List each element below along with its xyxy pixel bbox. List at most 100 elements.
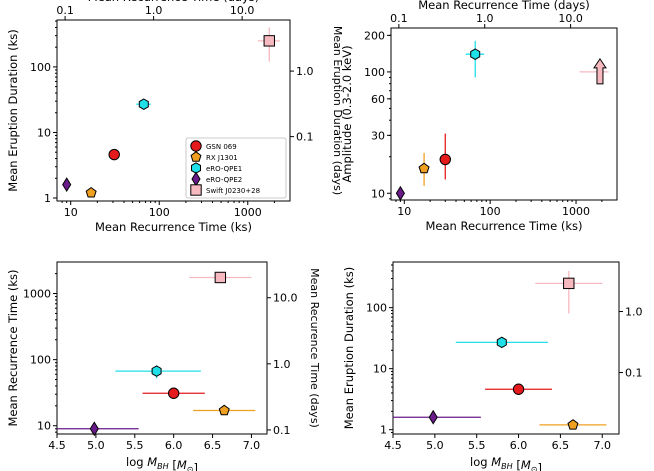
- top-tick-label: 0.1: [56, 4, 74, 17]
- y-axis-label: Mean Eruption Duration (ks): [6, 29, 20, 191]
- data-point: [138, 98, 149, 110]
- lower-limit-arrow: [593, 57, 607, 85]
- x-tick-label: 7.0: [243, 439, 261, 452]
- x-axis-label: log MBH [M⊙]: [126, 455, 198, 471]
- y-tick-label: 10: [373, 363, 387, 376]
- axis-label-part: log: [126, 455, 147, 469]
- legend-label: RX J1301: [206, 154, 238, 162]
- data-point: [108, 148, 120, 161]
- axis-label-part: ]: [537, 461, 542, 471]
- right-tick-label: 0.1: [625, 367, 643, 380]
- top-axis-label: Mean Recurrence Time (days): [88, 0, 259, 4]
- data-point: [218, 404, 230, 416]
- legend-label: GSN 069: [206, 143, 237, 151]
- y-tick-label: 100: [30, 61, 51, 74]
- legend: GSN 069 RX J1301 eRO-QPE1 eRO-QPE2 Swift J02…: [185, 137, 287, 199]
- x-axis-label: Mean Recurrence Time (ks): [426, 219, 583, 233]
- data-point: [563, 277, 575, 290]
- y-axis-label: Mean Eruption Duration (ks): [342, 267, 356, 429]
- panel-bottom-right: 4.5 5.0 5.5 6.0 6.5 7.0 1 10 100 0.1 1.0 Mean Erupt…: [342, 261, 643, 471]
- right-tick-label: 0.1: [296, 131, 314, 144]
- right-tick-label: 1.0: [273, 358, 291, 371]
- right-axis-label: Mean Recurence Time (days): [308, 268, 321, 428]
- data-point: [567, 419, 579, 430]
- y-tick-label: 200: [364, 29, 385, 42]
- legend-label: eRO-QPE2: [206, 176, 242, 184]
- right-axis-label: Mean Eruption Duration (days): [331, 26, 344, 195]
- x-tick-label: 1000: [234, 206, 262, 219]
- x-tick-label: 10: [64, 206, 78, 219]
- y-axis-label: Mean Recurrence Time (ks): [6, 270, 20, 427]
- axis-label-part: ⊙: [531, 465, 538, 471]
- y-tick-label: 30: [371, 129, 385, 142]
- axes-frame: [56, 19, 291, 202]
- axes-frame: [390, 27, 618, 201]
- data-point: [496, 336, 507, 349]
- right-tick-label: 10.0: [273, 292, 298, 305]
- x-tick-label: 5.0: [426, 439, 444, 452]
- x-axis-label: Mean Recurrence Time (ks): [95, 220, 252, 234]
- y-tick-label: 100: [30, 354, 51, 367]
- axis-label-part: BH: [157, 462, 169, 471]
- legend-box: [185, 137, 287, 199]
- x-tick-label: 6.5: [552, 439, 570, 452]
- x-tick-label: 4.5: [48, 439, 66, 452]
- series-rx-j1301: [85, 186, 97, 198]
- y-tick-label: 10: [37, 420, 51, 433]
- series-gsn-069: [485, 383, 553, 395]
- y-tick-label: 100: [364, 66, 385, 79]
- series-ero-qpe2: [395, 185, 405, 201]
- series-ero-qpe2: [393, 409, 481, 425]
- data-point: [470, 48, 481, 60]
- series-ero-qpe2: [62, 177, 72, 193]
- series-swift-j0230-28: [257, 27, 280, 62]
- axis-label-part: M: [491, 455, 501, 469]
- data-point: [89, 421, 99, 437]
- x-tick-label: 100: [480, 205, 501, 218]
- data-point: [151, 365, 162, 377]
- axis-label-part: ⊙: [187, 465, 194, 471]
- axis-label-part: [: [513, 458, 521, 471]
- y-tick-label: 100: [366, 302, 387, 315]
- y-axis-label: Amplitude (0.3-2.0 keV): [340, 45, 354, 182]
- data-point: [167, 387, 180, 399]
- series-gsn-069: [439, 133, 452, 180]
- data-point: [418, 162, 430, 174]
- x-tick-label: 1000: [562, 205, 590, 218]
- legend-label: Swift J0230+28: [206, 187, 260, 195]
- top-tick-label: 0.1: [390, 12, 408, 25]
- x-tick-label: 6.5: [204, 439, 222, 452]
- y-tick-label: 1: [44, 192, 51, 205]
- top-tick-label: 10.0: [230, 4, 255, 17]
- series-gsn-069: [142, 387, 205, 399]
- series-ero-qpe1: [136, 98, 151, 110]
- x-axis-label: log MBH [M⊙]: [470, 455, 542, 471]
- series-ero-qpe1: [115, 365, 201, 379]
- axis-label-part: log: [470, 455, 491, 469]
- series-gsn-069: [108, 148, 120, 161]
- right-tick-label: 1.0: [625, 306, 643, 319]
- series-ero-qpe1: [465, 40, 485, 78]
- data-point: [395, 185, 405, 201]
- axis-label-part: ]: [193, 461, 198, 471]
- x-tick-label: 6.0: [165, 439, 183, 452]
- y-tick-label: 1: [380, 424, 387, 437]
- axes-frame: [392, 261, 620, 435]
- x-tick-label: 6.0: [510, 439, 528, 452]
- series-rx-j1301: [418, 152, 430, 186]
- right-tick-label: 1.0: [296, 65, 314, 78]
- axis-label-part: M: [147, 455, 157, 469]
- data-point: [428, 409, 438, 425]
- panel-bottom-left: 4.5 5.0 5.5 6.0 6.5 7.0 10 100 1000 0.1 1.0 10.0 Mea…: [6, 261, 321, 471]
- data-point: [263, 35, 275, 47]
- y-tick-label: 10: [37, 126, 51, 139]
- axes-frame: [56, 261, 268, 435]
- top-tick-label: 1.0: [476, 12, 494, 25]
- axis-label-part: M: [521, 458, 531, 471]
- axis-label-part: [: [169, 458, 177, 471]
- series-ero-qpe2: [57, 421, 139, 437]
- data-point: [85, 186, 97, 198]
